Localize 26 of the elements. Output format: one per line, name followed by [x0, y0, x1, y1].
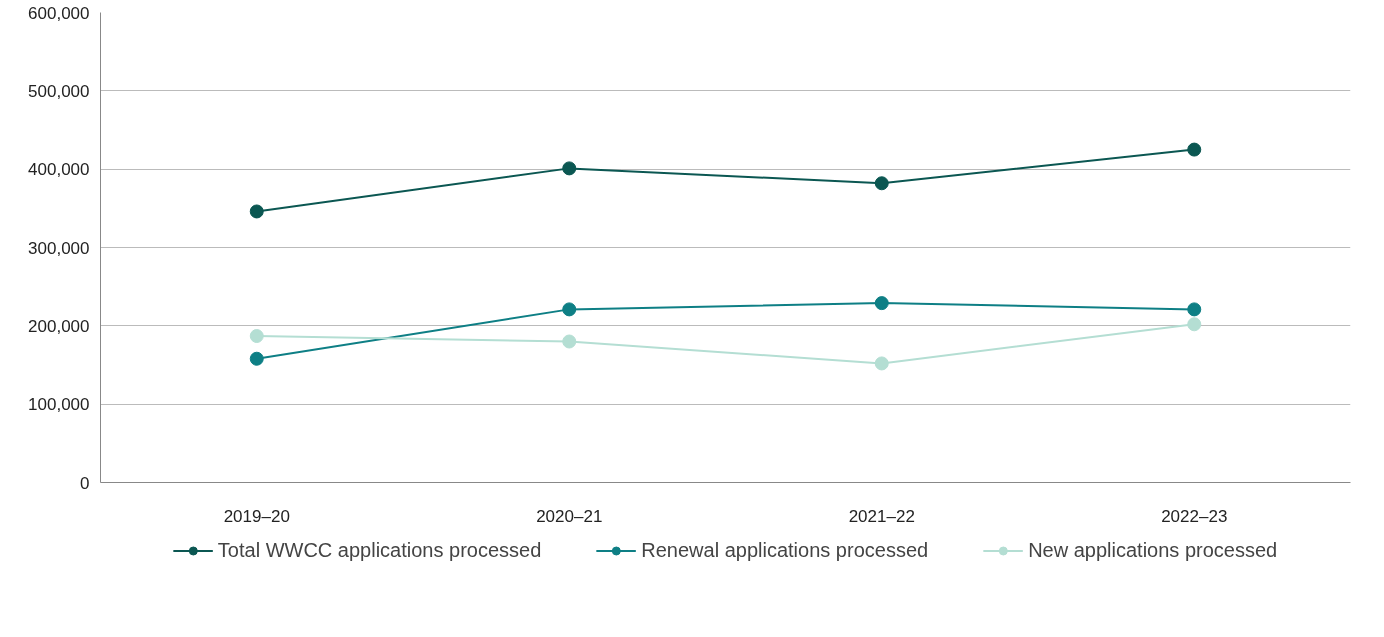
point: [249, 351, 264, 366]
point: [1187, 302, 1202, 317]
y-tick-label: 500,000: [28, 81, 90, 101]
point: [249, 329, 264, 343]
point: [874, 176, 889, 191]
point: [874, 296, 889, 311]
y-tick-label: 0: [80, 473, 90, 493]
x-tick-label: 2022–23: [1161, 506, 1228, 526]
point: [1187, 317, 1202, 332]
x-tick-label: 2021–22: [848, 506, 915, 526]
legend-label: New applications processed: [1028, 538, 1278, 562]
point: [562, 302, 577, 317]
point: [874, 356, 889, 371]
point: [249, 204, 264, 219]
y-tick-label: 100,000: [28, 395, 90, 415]
point: [1187, 142, 1202, 157]
y-tick-label: 400,000: [28, 160, 90, 180]
legend-label: Renewal applications processed: [641, 538, 929, 562]
point: [562, 161, 577, 176]
x-tick-label: 2019–20: [223, 506, 290, 526]
y-tick-label: 200,000: [28, 316, 90, 336]
x-tick-label: 2020–21: [536, 506, 603, 526]
legend-label: Total WWCC applications processed: [217, 538, 542, 562]
point: [562, 334, 577, 349]
y-tick-label: 300,000: [28, 238, 90, 258]
y-tick-label: 600,000: [28, 3, 90, 23]
